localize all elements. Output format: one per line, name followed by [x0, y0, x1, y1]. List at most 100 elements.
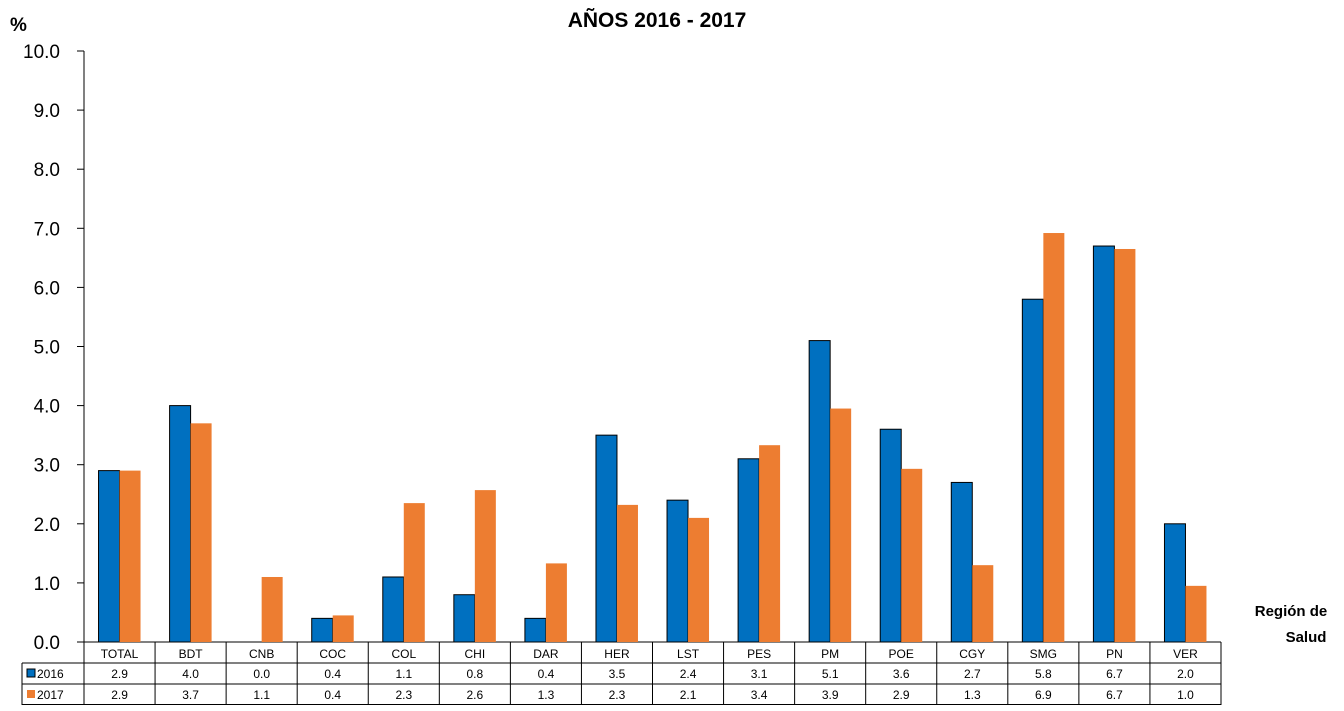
category-label: HER — [604, 647, 630, 661]
bar-2017-CGY — [972, 565, 993, 642]
data-label-2016: 4.0 — [182, 667, 199, 681]
bar-2017-COC — [333, 615, 354, 642]
bar-2016-DAR — [525, 618, 546, 642]
bar-2017-CHI — [475, 490, 496, 642]
y-axis-ticks: 0.0 1.0 2.0 3.0 4.0 5.0 6.0 7.0 8.0 9.0 10.0 — [23, 42, 84, 654]
bar-2017-DAR — [546, 563, 567, 642]
y-tick-label: 9.0 — [34, 101, 60, 122]
y-tick-label: 3.0 — [34, 456, 60, 477]
category-label: SMG — [1030, 647, 1057, 661]
x-axis-label-line-1: Región de — [1255, 603, 1328, 620]
data-label-2017: 0.4 — [324, 688, 341, 702]
bar-2016-HER — [596, 435, 617, 642]
y-tick-label: 10.0 — [23, 42, 60, 63]
data-label-2017: 1.3 — [538, 688, 555, 702]
category-label: CHI — [465, 647, 486, 661]
data-label-2017: 3.7 — [182, 688, 199, 702]
data-label-2016: 2.4 — [680, 667, 697, 681]
bar-2017-CNB — [262, 577, 283, 642]
category-label: POE — [889, 647, 914, 661]
legend-label-2017: 2017 — [37, 688, 64, 702]
bar-2016-VER — [1164, 524, 1185, 642]
data-label-2016: 0.8 — [467, 667, 484, 681]
data-table: TOTAL BDT CNB COC COL CHI DAR HER LST PES PM POE CGY… — [22, 642, 1221, 705]
data-label-2017: 3.9 — [822, 688, 839, 702]
bar-2016-CHI — [454, 595, 475, 642]
data-label-2017: 6.9 — [1035, 688, 1052, 702]
y-tick-label: 1.0 — [34, 574, 60, 595]
data-label-2016: 3.1 — [751, 667, 768, 681]
data-label-2017: 3.4 — [751, 688, 768, 702]
category-label: PN — [1106, 647, 1123, 661]
legend-label-2016: 2016 — [37, 667, 64, 681]
bar-2017-POE — [901, 469, 922, 642]
bar-2016-TOTAL — [99, 471, 120, 642]
data-label-2017: 1.0 — [1177, 688, 1194, 702]
bar-2017-SMG — [1043, 233, 1064, 642]
y-tick-label: 8.0 — [34, 160, 60, 181]
bar-2016-COC — [312, 618, 333, 642]
bar-2016-COL — [383, 577, 404, 642]
category-label: PM — [821, 647, 839, 661]
data-label-2016: 6.7 — [1106, 667, 1123, 681]
category-label: COC — [319, 647, 346, 661]
legend-swatch-2017 — [27, 690, 35, 698]
bar-2016-PM — [809, 341, 830, 642]
data-label-2016: 3.5 — [609, 667, 626, 681]
y-tick-label: 4.0 — [34, 397, 60, 418]
bar-2017-TOTAL — [120, 471, 141, 642]
bar-2017-BDT — [191, 423, 212, 642]
x-axis-label-line-2: Salud — [1286, 629, 1327, 646]
data-label-2016: 2.0 — [1177, 667, 1194, 681]
category-label: CNB — [249, 647, 274, 661]
data-label-2017: 2.1 — [680, 688, 697, 702]
data-label-2016: 1.1 — [395, 667, 412, 681]
data-label-2017: 6.7 — [1106, 688, 1123, 702]
category-label: BDT — [179, 647, 204, 661]
category-label: LST — [677, 647, 700, 661]
bar-2016-PES — [738, 459, 759, 642]
data-label-2016: 5.8 — [1035, 667, 1052, 681]
bar-2017-VER — [1185, 586, 1206, 642]
y-tick-label: 7.0 — [34, 219, 60, 240]
bar-2016-LST — [667, 500, 688, 642]
bar-2016-PN — [1093, 246, 1114, 642]
legend-swatch-2016 — [27, 669, 35, 677]
category-label: CGY — [959, 647, 985, 661]
data-label-2016: 5.1 — [822, 667, 839, 681]
category-label: TOTAL — [101, 647, 139, 661]
data-label-2016: 0.0 — [253, 667, 270, 681]
data-label-2017: 1.3 — [964, 688, 981, 702]
y-tick-label: 0.0 — [34, 633, 60, 654]
bar-2016-SMG — [1022, 299, 1043, 642]
data-label-2016: 0.4 — [324, 667, 341, 681]
category-label: PES — [747, 647, 771, 661]
bar-2016-CGY — [951, 482, 972, 642]
bar-2017-PN — [1114, 249, 1135, 642]
bar-2017-COL — [404, 503, 425, 642]
data-label-2016: 2.9 — [111, 667, 128, 681]
y-tick-label: 2.0 — [34, 515, 60, 536]
bar-2017-HER — [617, 505, 638, 642]
category-label: VER — [1173, 647, 1198, 661]
bar-2016-BDT — [170, 406, 191, 642]
data-label-2016: 0.4 — [538, 667, 555, 681]
chart-title: AÑOS 2016 - 2017 — [568, 9, 747, 32]
bar-2016-POE — [880, 429, 901, 642]
category-label: COL — [391, 647, 416, 661]
data-label-2017: 2.3 — [395, 688, 412, 702]
category-label: DAR — [533, 647, 559, 661]
data-label-2016: 3.6 — [893, 667, 910, 681]
data-label-2017: 2.9 — [893, 688, 910, 702]
y-tick-label: 6.0 — [34, 278, 60, 299]
bar-2017-PM — [830, 409, 851, 642]
bars — [99, 233, 1207, 642]
data-label-2017: 2.9 — [111, 688, 128, 702]
y-tick-label: 5.0 — [34, 338, 60, 359]
data-label-2017: 2.3 — [609, 688, 626, 702]
data-label-2016: 2.7 — [964, 667, 981, 681]
bar-2017-PES — [759, 445, 780, 642]
bar-2017-LST — [688, 518, 709, 642]
y-axis-unit-label: % — [10, 15, 27, 36]
data-label-2017: 2.6 — [467, 688, 484, 702]
